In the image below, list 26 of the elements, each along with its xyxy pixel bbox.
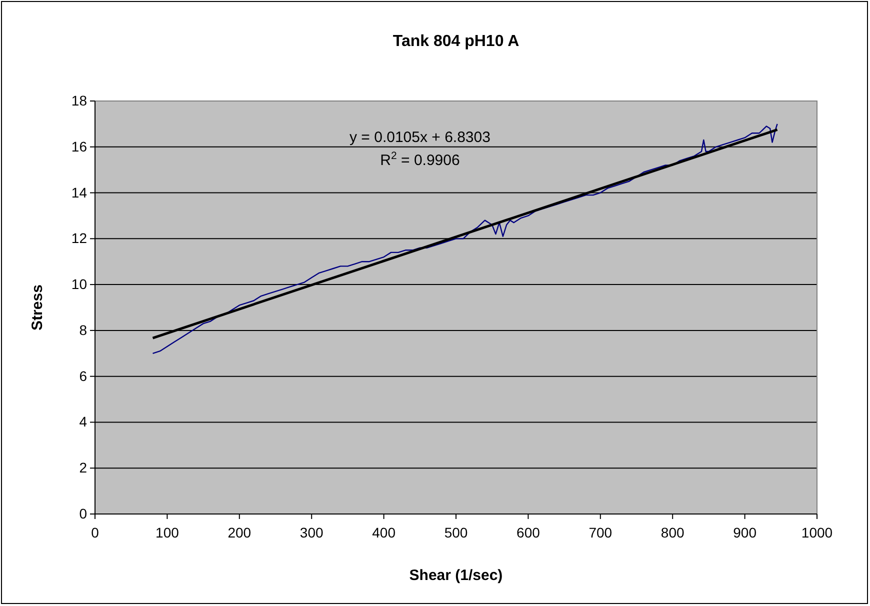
x-tick-label: 400 bbox=[372, 524, 396, 540]
y-tick-label: 8 bbox=[79, 322, 88, 338]
y-tick-label: 6 bbox=[79, 368, 88, 384]
x-axis-title: Shear (1/sec) bbox=[409, 567, 503, 584]
y-tick-label: 4 bbox=[79, 414, 88, 430]
x-tick-label: 800 bbox=[660, 524, 684, 540]
y-tick-label: 12 bbox=[71, 230, 88, 246]
y-tick-label: 14 bbox=[71, 184, 88, 200]
x-tick-label: 200 bbox=[228, 524, 252, 540]
x-tick-label: 0 bbox=[91, 524, 100, 540]
x-tick-label: 600 bbox=[516, 524, 540, 540]
annotation: y = 0.0105x + 6.8303 bbox=[350, 129, 490, 146]
y-tick-label: 16 bbox=[71, 138, 88, 154]
y-tick-label: 0 bbox=[79, 505, 88, 522]
y-tick-label: 18 bbox=[71, 92, 88, 108]
x-tick-label: 300 bbox=[300, 524, 324, 540]
y-tick-label: 2 bbox=[79, 460, 88, 476]
x-tick-label: 900 bbox=[733, 524, 757, 540]
x-tick-label: 700 bbox=[588, 524, 612, 540]
x-tick-label: 100 bbox=[156, 524, 180, 540]
chart-title: Tank 804 pH10 A bbox=[392, 33, 520, 50]
x-tick-label: 1000 bbox=[801, 524, 833, 540]
y-tick-label: 10 bbox=[71, 276, 88, 292]
annotation: R$^{2}$ = 0.9906 bbox=[380, 150, 460, 169]
x-tick-label: 500 bbox=[444, 524, 468, 540]
y-axis-title: Stress bbox=[29, 284, 46, 330]
